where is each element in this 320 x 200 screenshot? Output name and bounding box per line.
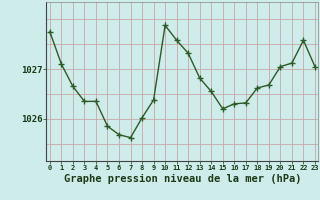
X-axis label: Graphe pression niveau de la mer (hPa): Graphe pression niveau de la mer (hPa) xyxy=(64,174,301,184)
